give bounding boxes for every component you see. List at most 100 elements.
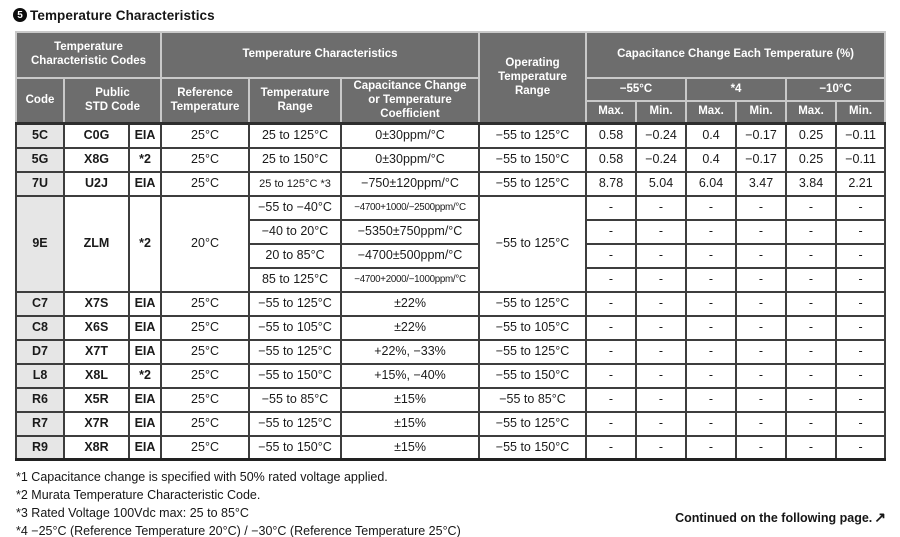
value-cell: -	[685, 410, 738, 437]
value-cell: −0.24	[635, 122, 688, 149]
value-cell: -	[835, 242, 887, 269]
operating-temperature-range-cell: −55 to 125°C	[478, 122, 588, 149]
header-cap-change-each-temp: Capacitance Change Each Temperature (%)	[585, 31, 887, 79]
footnote-1: *1 Capacitance change is specified with …	[16, 470, 388, 485]
value-cell: -	[785, 290, 838, 317]
std-org-cell: EIA	[127, 290, 163, 317]
footnote-4: *4 −25°C (Reference Temperature 20°C) / …	[16, 524, 461, 537]
std-org-cell: *2	[127, 146, 163, 173]
operating-temperature-range-cell: −55 to 125°C	[478, 410, 588, 437]
header-star-4: *4	[685, 77, 788, 102]
value-cell: -	[785, 386, 838, 413]
header-min-3: Min.	[835, 99, 887, 125]
code-cell: D7	[15, 338, 65, 365]
value-cell: -	[785, 434, 838, 462]
value-cell: 0.4	[685, 146, 738, 173]
value-cell: -	[585, 290, 638, 317]
value-cell: -	[785, 410, 838, 437]
public-std-code-cell: X7R	[63, 410, 130, 437]
capacitance-change-cell: −5350±750ppm/°C	[340, 218, 481, 245]
value-cell: -	[835, 314, 887, 341]
operating-temperature-range-cell: −55 to 150°C	[478, 434, 588, 462]
temperature-range-cell: −55 to 125°C	[248, 410, 343, 437]
public-std-code-cell: X8R	[63, 434, 130, 462]
value-cell: 3.47	[735, 170, 788, 197]
temperature-range-cell: −55 to 85°C	[248, 386, 343, 413]
reference-temperature-cell: 25°C	[160, 290, 251, 317]
value-cell: -	[785, 362, 838, 389]
value-cell: -	[585, 218, 638, 245]
table-row: R6 X5R EIA 25°C −55 to 85°C ±15% −55 to 85°C - -…	[15, 386, 887, 413]
code-cell: R9	[15, 434, 65, 462]
public-std-code-cell: X5R	[63, 386, 130, 413]
value-cell: 0.25	[785, 122, 838, 149]
table-row: 7U U2J EIA 25°C 25 to 125°C *3 −750±120ppm/°C…	[15, 170, 887, 197]
value-cell: -	[735, 290, 788, 317]
reference-temperature-cell: 25°C	[160, 170, 251, 197]
temperature-range-cell: −40 to 20°C	[248, 218, 343, 245]
value-cell: -	[635, 266, 688, 293]
value-cell: -	[635, 362, 688, 389]
value-cell: -	[835, 290, 887, 317]
operating-temperature-range-cell: −55 to 125°C	[478, 170, 588, 197]
value-cell: -	[735, 242, 788, 269]
footnote-2: *2 Murata Temperature Characteristic Cod…	[16, 488, 261, 503]
header-minus-55c: −55°C	[585, 77, 688, 102]
value-cell: -	[585, 194, 638, 221]
std-org-cell: EIA	[127, 434, 163, 462]
value-cell: -	[735, 386, 788, 413]
temperature-range-cell: −55 to 125°C	[248, 338, 343, 365]
value-cell: -	[735, 194, 788, 221]
table-row: −40 to 20°C −5350±750ppm/°C - - - - - -	[16, 218, 887, 245]
value-cell: 8.78	[585, 170, 638, 197]
continued-note: Continued on the following page. ↗	[675, 509, 886, 526]
table-row: 5G X8G *2 25°C 25 to 150°C 0±30ppm/°C −55 to 1…	[15, 146, 887, 173]
value-cell: -	[685, 266, 738, 293]
value-cell: −0.11	[835, 122, 887, 149]
value-cell: -	[835, 386, 887, 413]
operating-temperature-range-cell: −55 to 125°C	[478, 338, 588, 365]
value-cell: −0.24	[635, 146, 688, 173]
code-cell: 9E	[15, 194, 65, 293]
value-cell: -	[635, 194, 688, 221]
footnotes: *1 Capacitance change is specified with …	[16, 468, 900, 537]
temperature-range-cell: −55 to 105°C	[248, 314, 343, 341]
operating-temperature-range-cell: −55 to 150°C	[478, 362, 588, 389]
value-cell: -	[585, 266, 638, 293]
table-row: D7 X7T EIA 25°C −55 to 125°C +22%, −33% −55 to…	[15, 338, 887, 365]
capacitance-change-cell: −4700+1000/−2500ppm/°C	[340, 194, 481, 221]
value-cell: -	[835, 266, 887, 293]
value-cell: -	[635, 434, 688, 462]
operating-temperature-range-cell: −55 to 125°C	[478, 290, 588, 317]
public-std-code-cell: X7T	[63, 338, 130, 365]
reference-temperature-cell: 25°C	[160, 122, 251, 149]
value-cell: 2.21	[835, 170, 887, 197]
table-row: 20 to 85°C −4700±500ppm/°C - - - - - -	[16, 242, 887, 269]
capacitance-change-cell: −4700+2000/−1000ppm/°C	[340, 266, 481, 293]
header-max-1: Max.	[585, 99, 638, 125]
value-cell: -	[785, 218, 838, 245]
header-min-2: Min.	[735, 99, 788, 125]
temperature-range-cell: 25 to 150°C	[248, 146, 343, 173]
capacitance-change-cell: 0±30ppm/°C	[340, 146, 481, 173]
std-org-cell: EIA	[127, 386, 163, 413]
temperature-range-cell: 25 to 125°C *3	[248, 170, 343, 197]
value-cell: -	[735, 410, 788, 437]
value-cell: -	[635, 386, 688, 413]
temperature-range-cell: −55 to 150°C	[248, 362, 343, 389]
temperature-range-cell: 25 to 125°C	[248, 122, 343, 149]
capacitance-change-cell: ±22%	[340, 290, 481, 317]
std-org-cell: EIA	[127, 314, 163, 341]
header-temp-characteristics: Temperature Characteristics	[160, 31, 481, 79]
temperature-range-cell: −55 to −40°C	[248, 194, 343, 221]
value-cell: -	[735, 434, 788, 462]
footnote-3: *3 Rated Voltage 100Vdc max: 25 to 85°C	[16, 506, 249, 521]
capacitance-change-cell: ±15%	[340, 386, 481, 413]
header-min-1: Min.	[635, 99, 688, 125]
value-cell: -	[685, 218, 738, 245]
value-cell: -	[635, 242, 688, 269]
value-cell: -	[585, 434, 638, 462]
value-cell: -	[635, 338, 688, 365]
operating-temperature-range-cell: −55 to 105°C	[478, 314, 588, 341]
